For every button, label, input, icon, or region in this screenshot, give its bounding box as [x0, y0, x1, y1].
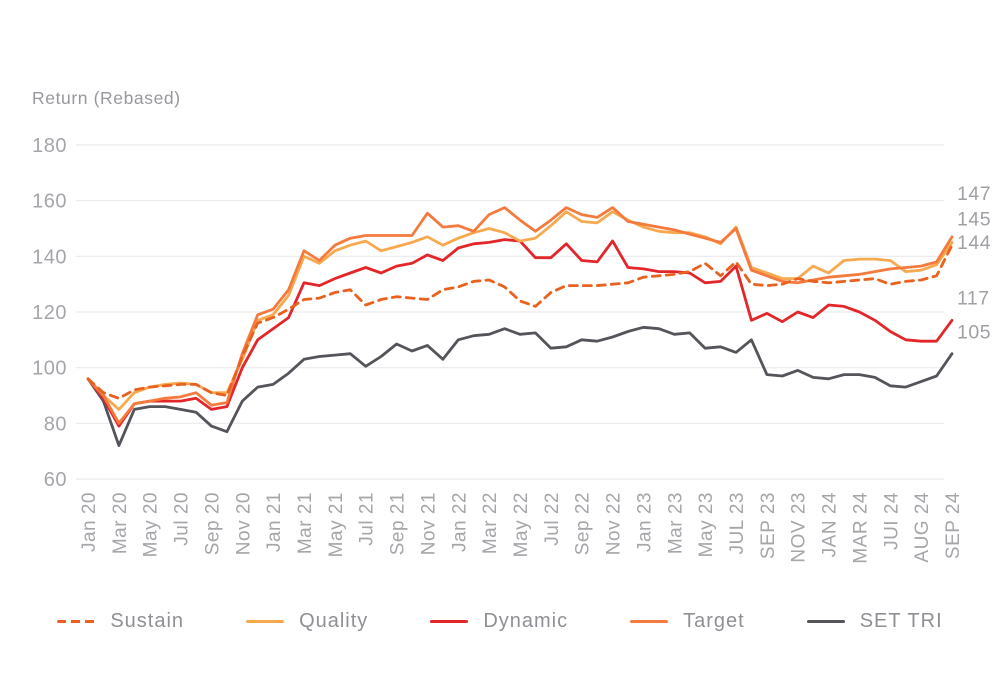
legend-item-quality: Quality: [246, 610, 368, 633]
end-value-label-sustain: 144: [957, 232, 991, 254]
x-tick-label: Nov 20: [233, 492, 254, 555]
legend-item-dynamic: Dynamic: [430, 610, 568, 633]
legend-label-sustain: Sustain: [110, 610, 185, 632]
y-tick-label: 160: [32, 191, 67, 213]
x-tick-label: JUL 23: [727, 492, 748, 555]
y-tick-label: 180: [32, 135, 67, 157]
end-value-label-target: 147: [957, 183, 991, 205]
series-line-quality: [86, 210, 954, 411]
y-axis-title: Return (Rebased): [32, 88, 181, 108]
legend-label-dynamic: Dynamic: [483, 610, 569, 632]
x-tick-label: JUI 24: [881, 492, 902, 550]
line-chart: 60 80 100 120 140 160 180 Jan 20 Mar 20 May 20 Jul…: [32, 135, 991, 564]
x-tick-label: Mar 23: [665, 492, 686, 554]
x-tick-label: AUG 24: [912, 492, 933, 563]
legend-label-target: Target: [683, 610, 745, 632]
x-tick-label: Nov 22: [604, 492, 625, 555]
x-tick-label: SEP 23: [758, 492, 779, 559]
x-tick-label: Jan 23: [634, 492, 655, 552]
x-tick-label: SEP 24: [943, 492, 964, 559]
y-tick-label: 80: [44, 413, 67, 435]
end-value-label-dynamic: 117: [957, 287, 990, 309]
series-line-sustain: [86, 243, 954, 400]
x-tick-label: MAR 24: [850, 492, 871, 564]
x-tick-label: Nov 21: [418, 492, 439, 555]
legend-item-target: Target: [630, 610, 745, 633]
x-tick-label: Mar 20: [110, 492, 131, 554]
x-tick-label: May 22: [511, 492, 532, 557]
x-tick-label: Jul 22: [542, 492, 563, 546]
x-tick-label: Sep 20: [202, 492, 223, 555]
legend-swatch-target-line: [630, 619, 669, 624]
x-tick-label: Jul 20: [172, 492, 193, 546]
end-value-label-quality: 145: [957, 208, 991, 230]
end-value-label-set-tri: 105: [957, 322, 991, 344]
legend-item-sustain: Sustain: [57, 610, 184, 633]
x-tick-label: Sep 21: [388, 492, 409, 555]
x-tick-label: May 21: [326, 492, 347, 557]
legend-label-quality: Quality: [299, 610, 369, 632]
x-tick-label: Mar 21: [295, 492, 316, 554]
legend-swatch-set-tri-line: [806, 619, 845, 624]
x-tick-label: Sep 22: [573, 492, 594, 555]
x-tick-label: Jan 21: [264, 492, 285, 552]
x-tick-label: Jan 20: [79, 492, 100, 552]
x-tick-label: May 23: [696, 492, 717, 557]
y-tick-label: 100: [32, 358, 67, 380]
legend-swatch-quality-line: [246, 619, 285, 624]
legend-swatch-dynamic-line: [430, 619, 469, 624]
y-tick-label: 140: [32, 246, 67, 268]
chart-legend: Sustain Quality Dynamic Target SET TRI: [0, 610, 1000, 633]
x-tick-label: May 20: [141, 492, 162, 557]
x-tick-label: Jan 22: [449, 492, 470, 552]
x-tick-label: Jul 21: [357, 492, 378, 546]
legend-label-set-tri: SET TRI: [859, 610, 943, 632]
x-tick-label: NOV 23: [789, 492, 810, 563]
legend-item-set-tri: SET TRI: [806, 610, 943, 633]
y-tick-label: 60: [44, 469, 67, 491]
x-tick-label: JAN 24: [820, 492, 841, 557]
y-tick-label: 120: [32, 302, 67, 324]
series-line-set-tri: [86, 325, 954, 448]
legend-swatch-sustain-dashed-line: [57, 619, 96, 624]
x-tick-label: Mar 22: [480, 492, 501, 554]
